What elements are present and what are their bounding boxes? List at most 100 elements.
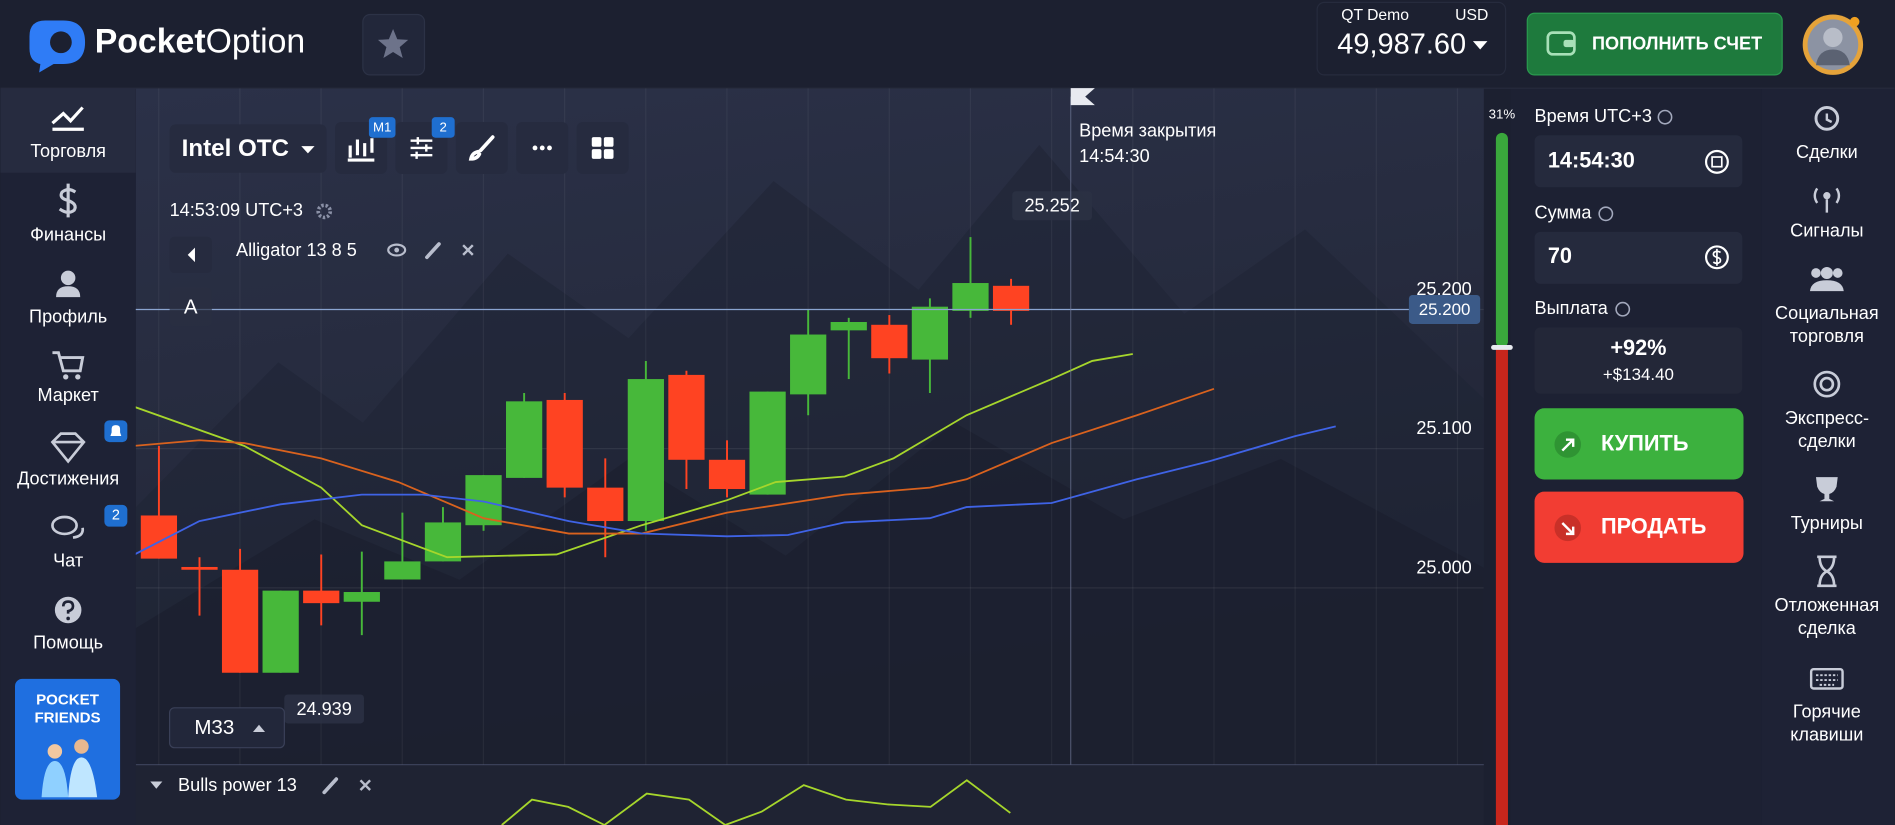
indicators-icon xyxy=(410,137,433,159)
indicator-name: Alligator 13 8 5 xyxy=(236,240,357,260)
chart-type-icon xyxy=(347,138,375,162)
nav-icon xyxy=(1813,370,1841,398)
balance-selector[interactable]: QT Demo USD 49,987.60 xyxy=(1316,1,1507,76)
deposit-label: ПОПОЛНИТЬ СЧЕТ xyxy=(1592,33,1762,53)
amount-value: 70 xyxy=(1548,243,1572,268)
extreme-label: 24.939 xyxy=(296,699,351,719)
input-bg[interactable] xyxy=(1534,231,1743,284)
nav-label: Помощь xyxy=(33,633,103,653)
eye-icon[interactable] xyxy=(387,243,407,257)
collapse-arrow xyxy=(187,247,195,263)
candle-body xyxy=(627,379,664,522)
right-nav-item[interactable]: Турниры xyxy=(1791,477,1863,533)
right-nav-item[interactable]: Сделки xyxy=(1796,106,1858,163)
close-icon[interactable] xyxy=(359,779,371,791)
nav-item[interactable]: Маркет xyxy=(37,351,99,405)
star-icon xyxy=(377,28,409,58)
nav-item[interactable]: Финансы xyxy=(30,183,106,245)
timeframe-badge-bg xyxy=(368,117,396,138)
nav-item[interactable]: Достижения xyxy=(17,432,119,489)
candle-body xyxy=(546,399,583,488)
nav-badge-count: 2 xyxy=(112,508,120,524)
alligator-line xyxy=(135,353,1133,559)
closing-time: 14:54:30 xyxy=(1079,146,1150,166)
nav-icon xyxy=(51,106,84,131)
asset-bg[interactable] xyxy=(169,124,327,173)
right-nav-item[interactable]: Социальная торговля xyxy=(1775,266,1879,346)
timeframe-arrow xyxy=(252,724,266,732)
current-price-label: 25.200 xyxy=(1419,300,1471,319)
nav-icon xyxy=(63,374,69,380)
candle-body xyxy=(587,487,624,522)
deposit-bg[interactable] xyxy=(1526,12,1783,76)
right-nav-item[interactable]: Горячие клавиши xyxy=(1790,667,1863,744)
drawing-tool-bg[interactable] xyxy=(169,287,212,327)
right-nav-label: сделки xyxy=(1798,431,1856,451)
nav-icon xyxy=(1825,113,1833,124)
sell-button-bg[interactable] xyxy=(1534,491,1744,563)
candle-body xyxy=(992,285,1030,311)
input-bg[interactable] xyxy=(1534,135,1743,188)
indicator-row: Alligator 13 8 5 xyxy=(169,236,474,273)
amount-input[interactable]: 70 xyxy=(1534,231,1743,284)
pane-collapse[interactable] xyxy=(150,781,163,789)
nav-item[interactable]: Помощь xyxy=(33,596,103,653)
right-nav-item[interactable]: Сигналы xyxy=(1790,187,1864,241)
nav-icon xyxy=(61,600,75,614)
timeframe-bg[interactable] xyxy=(169,707,285,749)
right-nav-item[interactable]: Отложенная сделка xyxy=(1775,555,1880,638)
avatar[interactable] xyxy=(1802,14,1864,75)
right-nav-item[interactable]: Экспресс-сделки xyxy=(1785,370,1869,451)
toolbar-button-bg[interactable] xyxy=(576,121,629,174)
edit-icon[interactable] xyxy=(322,777,339,795)
buy-button-bg[interactable] xyxy=(1534,408,1744,480)
promo-text: POCKET xyxy=(36,692,100,709)
right-nav-label: Экспресс- xyxy=(1785,408,1869,428)
sentiment-label: 31% xyxy=(1489,106,1516,121)
timeframe-selector[interactable]: M33 xyxy=(169,707,285,749)
nav-item[interactable]: Торговля xyxy=(0,88,136,173)
toolbar-button[interactable] xyxy=(576,121,629,174)
sentiment-buy xyxy=(1495,132,1508,348)
eye-pupil xyxy=(394,247,400,253)
deposit-button[interactable]: ПОПОЛНИТЬ СЧЕТ xyxy=(1526,12,1783,76)
time-label: Время UTC+3 xyxy=(1535,106,1652,126)
sell-button[interactable]: ПРОДАТЬ xyxy=(1534,491,1744,563)
y-tick-label: 25.100 xyxy=(1416,418,1471,438)
favorites-button[interactable] xyxy=(362,13,426,76)
layout-icon xyxy=(603,149,614,159)
plot-area xyxy=(135,88,1484,765)
bell-icon xyxy=(110,425,122,437)
bulls-power-line xyxy=(501,779,1011,825)
nav-item[interactable]: Профиль xyxy=(29,270,107,327)
nav-item[interactable]: Чат 2 xyxy=(51,504,128,571)
nav-icon xyxy=(51,515,78,536)
asset-arrow xyxy=(301,146,315,154)
nav-badge xyxy=(104,504,128,527)
asset-selector[interactable]: Intel OTC xyxy=(169,124,327,173)
closing-flag xyxy=(1070,88,1095,106)
edit-icon[interactable] xyxy=(425,242,441,260)
timeframe-label: M33 xyxy=(194,716,234,739)
promo-bg[interactable] xyxy=(14,678,121,800)
buy-button[interactable]: КУПИТЬ xyxy=(1534,408,1744,480)
candle-body xyxy=(668,374,705,460)
nav-label: Чат xyxy=(53,550,83,570)
toolbar-button[interactable] xyxy=(455,121,508,174)
balance-bg[interactable] xyxy=(1316,1,1507,76)
nav-icon xyxy=(1820,266,1833,280)
nav-icon xyxy=(56,286,81,298)
promo-figure xyxy=(68,757,98,798)
alligator-line xyxy=(135,425,1336,555)
time-input[interactable]: 14:54:30 xyxy=(1534,135,1743,188)
settings-icon[interactable] xyxy=(316,203,333,220)
nav-icon xyxy=(1823,192,1831,200)
nav-icon xyxy=(1813,187,1841,213)
toolbar-button[interactable] xyxy=(516,121,569,174)
candle-body xyxy=(262,590,299,673)
close-icon[interactable] xyxy=(462,244,474,256)
promo-figure xyxy=(41,760,69,798)
help-icon xyxy=(1615,301,1631,317)
currency-icon-s xyxy=(1712,248,1722,266)
